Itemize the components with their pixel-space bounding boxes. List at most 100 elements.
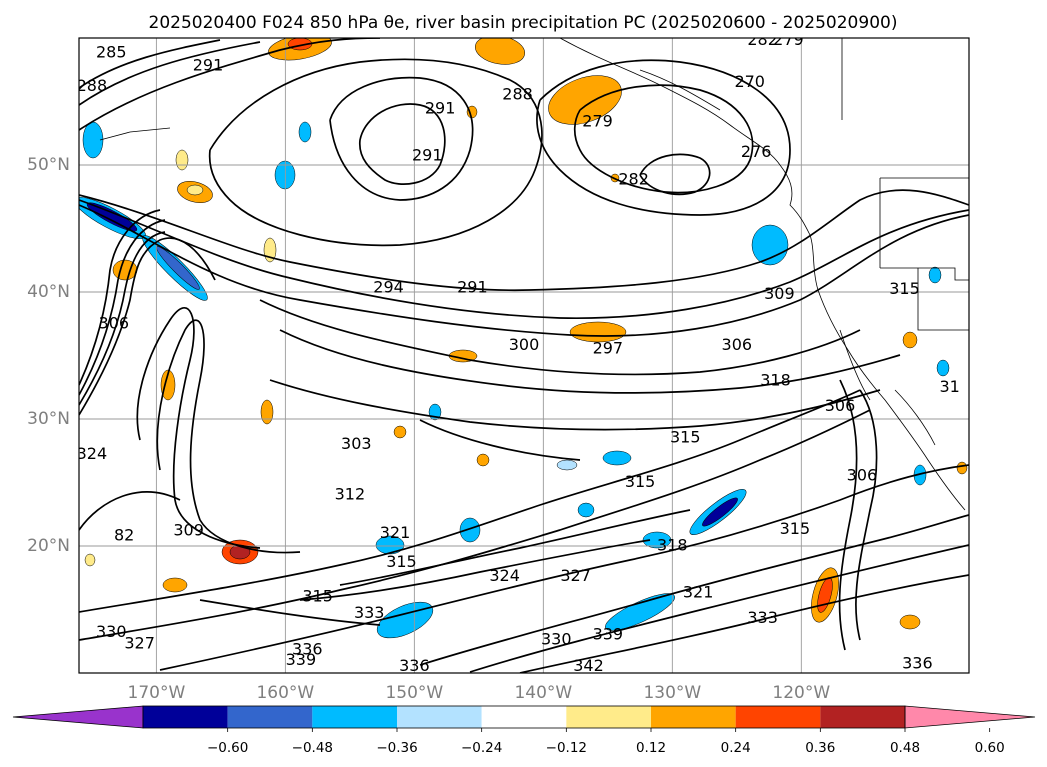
colorbar-tick-labels: −0.60 −0.48 −0.36 −0.24 −0.12 0.12 0.24 0.36 0.4… — [207, 728, 1005, 756]
contour-label: 31 — [939, 377, 959, 396]
precip-pc-blob — [160, 369, 176, 401]
precip-pc-blob — [162, 577, 188, 593]
theta-e-contour-line — [79, 389, 861, 613]
contour-label: 270 — [734, 72, 765, 91]
colorbar-extend-min — [12, 705, 144, 729]
precip-pc-blob — [476, 453, 490, 467]
precip-pc-blob — [605, 593, 675, 631]
contour-label: 318 — [760, 370, 791, 389]
latitude-labels: 20°N 30°N 40°N 50°N — [27, 155, 70, 556]
contour-label: 279 — [773, 30, 804, 49]
precip-pc-blob — [602, 450, 632, 466]
contour-label: 309 — [173, 520, 204, 539]
contour-label: 342 — [573, 656, 604, 675]
contour-label: 318 — [657, 536, 688, 555]
contour-label: 285 — [96, 43, 127, 62]
precip-pc-blob — [956, 461, 968, 475]
theta-e-contour-line — [79, 199, 969, 320]
latitude-tick-label: 50°N — [27, 155, 70, 175]
contour-label: 315 — [625, 472, 656, 491]
colorbar-cell — [820, 706, 905, 728]
longitude-tick-label: 150°W — [385, 683, 443, 703]
contour-label: 315 — [780, 519, 811, 538]
colorbar-tick-label: −0.60 — [207, 740, 248, 756]
precip-pc-blob — [899, 614, 921, 630]
map-frame — [78, 37, 970, 674]
precip-pc-blob — [475, 38, 525, 65]
theta-e-contour-line — [156, 319, 301, 554]
contour-label: 294 — [373, 278, 404, 297]
contour-label: 315 — [889, 279, 920, 298]
colorbar-cell — [566, 706, 651, 728]
theta-e-contour-line — [79, 237, 216, 416]
theta-e-contour-line — [838, 379, 858, 651]
colorbar-tick-label: −0.12 — [546, 740, 587, 756]
theta-e-contour-line — [159, 464, 969, 671]
coastline — [917, 268, 969, 331]
theta-e-contour-line — [419, 514, 969, 666]
colorbar-tick-label: 0.12 — [636, 740, 666, 756]
contour-label: 312 — [335, 485, 366, 504]
contour-label: 291 — [425, 99, 456, 118]
contour-label: 330 — [541, 629, 572, 648]
precip-pc-blob — [84, 553, 96, 567]
contour-label: 288 — [77, 76, 108, 95]
longitude-tick-label: 120°W — [772, 683, 830, 703]
precip-pc-blob — [548, 75, 622, 125]
coastline — [559, 38, 966, 511]
colorbar-tick-label: −0.48 — [292, 740, 333, 756]
precip-pc-blob — [260, 399, 274, 425]
theta-e-contour-line — [855, 389, 878, 641]
theta-e-contour-line — [279, 329, 901, 394]
contour-label: 303 — [341, 434, 372, 453]
contour-label: 309 — [764, 284, 795, 303]
theta-e-contour-line — [469, 544, 969, 673]
colorbar-tick-label: 0.36 — [805, 740, 835, 756]
precip-pc-blob — [702, 497, 738, 527]
contour-label: 315 — [302, 586, 333, 605]
theta-e-contour-line — [79, 409, 871, 641]
coastline-and-borders — [99, 38, 969, 511]
colorbar-cell — [735, 706, 821, 728]
theta-e-contour-line — [79, 189, 969, 292]
precip-pc-blob — [936, 359, 950, 377]
longitude-tick-label: 140°W — [514, 683, 572, 703]
theta-e-contour-line — [79, 41, 261, 106]
theta-e-contour-line — [329, 76, 474, 201]
precip-pc-blob — [298, 121, 312, 143]
contour-label: 321 — [380, 523, 411, 542]
latitude-tick-label: 30°N — [27, 409, 70, 429]
contour-label: 324 — [489, 566, 520, 585]
contour-label: 279 — [582, 111, 613, 130]
colorbar-cell — [312, 706, 397, 728]
theta-e-contour-line — [79, 204, 969, 337]
colorbar-tick-label: 0.24 — [721, 740, 751, 756]
theta-e-contour-line — [536, 59, 791, 216]
theta-e-contour-line — [208, 58, 543, 247]
contour-label: 306 — [99, 313, 130, 332]
map-background — [79, 38, 969, 673]
contour-label: 282 — [747, 30, 778, 49]
contour-label: 333 — [354, 603, 385, 622]
theta-e-contour-line — [573, 84, 754, 194]
colorbar-outline — [142, 705, 906, 729]
longitude-labels: 170°W 160°W 150°W 140°W 130°W 120°W — [128, 683, 831, 703]
precip-pc-blob — [902, 331, 918, 349]
colorbar: −0.60 −0.48 −0.36 −0.24 −0.12 0.12 0.24 0.36 0.4… — [12, 705, 1036, 756]
contour-label: 276 — [741, 142, 772, 161]
precip-pc-blob — [393, 425, 407, 439]
colorbar-cell — [143, 706, 228, 728]
contour-label: 321 — [683, 582, 714, 601]
longitude-tick-label: 160°W — [256, 683, 314, 703]
colorbar-cell — [227, 706, 313, 728]
contour-label: 339 — [286, 650, 317, 669]
precip-pc-blob — [569, 321, 627, 343]
contour-label: 336 — [399, 656, 430, 675]
theta-e-contour-line — [519, 574, 969, 673]
theta-e-contour-line — [79, 491, 181, 531]
contour-label: 300 — [509, 335, 540, 354]
longitude-tick-label: 170°W — [128, 683, 186, 703]
precip-pc-blob — [577, 502, 595, 518]
contour-label: 297 — [593, 339, 624, 358]
